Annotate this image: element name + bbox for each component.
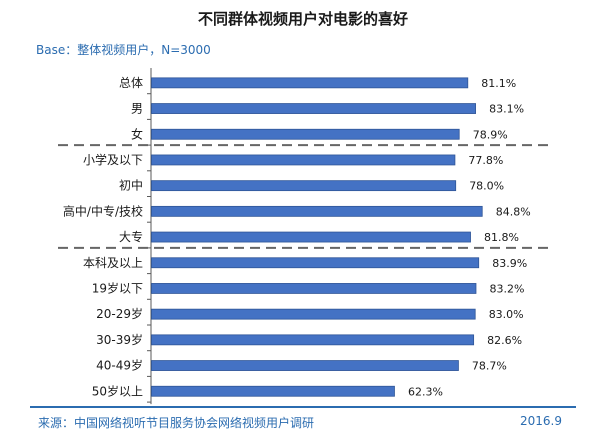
- data-label: 78.9%: [473, 128, 508, 141]
- source-note: 来源：中国网络视听节目服务协会网络视频用户调研: [38, 416, 315, 430]
- category-label: 本科及以上: [83, 256, 143, 270]
- bar: [151, 231, 471, 243]
- bar: [151, 180, 457, 192]
- data-label: 81.1%: [481, 77, 516, 90]
- data-label: 83.2%: [489, 282, 524, 295]
- data-label: 78.7%: [472, 360, 507, 373]
- category-label: 19岁以下: [92, 280, 143, 295]
- category-label: 高中/中专/技校: [63, 203, 143, 218]
- footer-divider: [30, 406, 576, 408]
- category-label: 40-49岁: [96, 358, 143, 373]
- data-label: 84.8%: [496, 205, 531, 218]
- base-label: Base：整体视频用户，N=3000: [36, 43, 211, 57]
- category-label: 总体: [119, 76, 143, 90]
- data-label: 81.8%: [484, 231, 519, 244]
- bar: [151, 257, 480, 269]
- category-label: 50岁以上: [92, 383, 143, 398]
- data-label: 83.0%: [489, 308, 524, 321]
- data-label: 77.8%: [468, 154, 503, 167]
- category-label: 大专: [119, 229, 143, 244]
- bar: [151, 128, 460, 140]
- data-label: 83.1%: [489, 103, 524, 116]
- bar: [151, 308, 476, 320]
- data-label: 78.0%: [469, 180, 504, 193]
- category-label: 男: [131, 102, 143, 116]
- category-label: 小学及以下: [83, 152, 143, 167]
- bar: [151, 334, 475, 346]
- bar: [151, 103, 476, 114]
- bar: [151, 205, 483, 217]
- bar: [151, 360, 459, 371]
- data-label: 82.6%: [487, 334, 522, 347]
- category-label: 30-39岁: [96, 332, 143, 347]
- bar: [151, 154, 456, 166]
- bar: [151, 385, 395, 397]
- bar: [151, 283, 477, 294]
- date-label: 2016.9: [520, 414, 562, 428]
- data-label: 83.9%: [492, 257, 527, 270]
- data-label: 62.3%: [408, 385, 443, 398]
- category-label: 女: [131, 126, 143, 141]
- chart-title: 不同群体视频用户对电影的喜好: [197, 10, 408, 28]
- bar: [151, 77, 469, 89]
- category-label: 20-29岁: [96, 306, 143, 321]
- category-label: 初中: [119, 178, 143, 193]
